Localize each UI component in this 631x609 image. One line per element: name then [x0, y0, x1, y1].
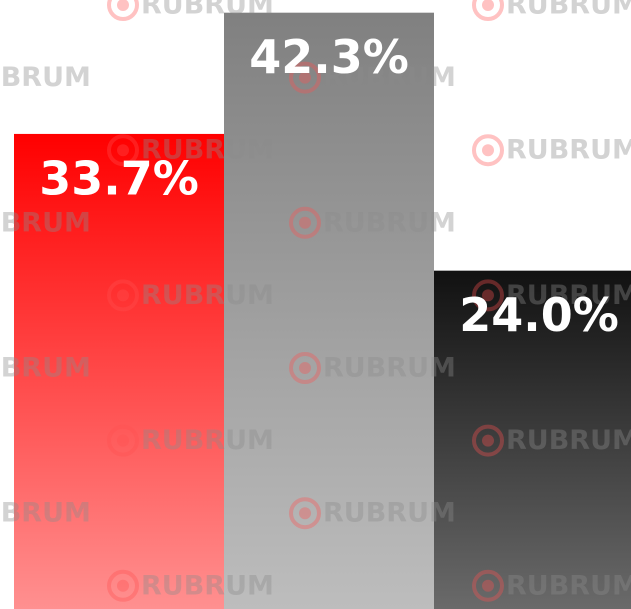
watermark-text: RUBRUM	[141, 570, 274, 601]
bar	[224, 12, 434, 609]
watermark-logo	[107, 569, 139, 602]
bar	[434, 270, 631, 609]
watermark-text: RUBRUM	[506, 280, 631, 311]
watermark-text: RUBRUM	[506, 570, 631, 601]
watermark-logo	[472, 569, 504, 602]
value-label: 42.3%	[249, 30, 409, 84]
watermark-text: RUBRUM	[0, 498, 91, 529]
watermark-logo-dot	[299, 362, 311, 374]
watermark-logo-dot	[117, 579, 129, 592]
watermark-text: RUBRUM	[141, 0, 274, 21]
watermark-logo-dot	[482, 144, 494, 157]
watermark-logo-dot	[117, 0, 129, 11]
watermark-logo	[289, 61, 321, 94]
watermark-logo	[107, 134, 139, 167]
watermark-text: RUBRUM	[0, 62, 91, 93]
watermark-logo-dot	[299, 216, 311, 229]
watermark-logo-dot	[117, 144, 129, 157]
watermark-text: RUBRUM	[506, 425, 631, 456]
watermark-logo	[289, 352, 321, 384]
watermark-logo-dot	[299, 71, 311, 84]
value-label: 24.0%	[459, 288, 619, 342]
bars	[14, 12, 631, 609]
watermark-logo-dot	[117, 289, 129, 302]
watermark-logo	[472, 424, 504, 457]
watermark-text: RUBRUM	[506, 0, 631, 21]
watermark-logo-dot	[299, 507, 311, 520]
watermark-text: RUBRUM	[141, 280, 274, 311]
watermark-logo	[472, 279, 504, 312]
watermark-text: RUBRUM	[506, 135, 631, 166]
watermark-text: RUBRUM	[323, 353, 456, 384]
value-labels: 33.7% 42.3% 24.0%	[39, 30, 619, 342]
watermark-logo	[107, 279, 139, 312]
watermark-logo-dot	[482, 579, 494, 592]
bar	[14, 133, 224, 609]
watermark-text: RUBRUM	[0, 207, 91, 238]
watermark-logo-dot	[482, 434, 494, 447]
watermark-text: RUBRUM	[323, 207, 456, 238]
watermark-text: RUBRUM	[141, 135, 274, 166]
watermark-text: RUBRUM	[323, 498, 456, 529]
watermark-logo-dot	[482, 289, 494, 302]
watermark-logo	[107, 424, 139, 457]
watermark-logo	[107, 0, 139, 21]
watermark-logo-dot	[117, 434, 129, 447]
watermark-text: RUBRUM	[141, 425, 274, 456]
watermark-logo	[289, 497, 321, 530]
watermark-logo-dot	[482, 0, 494, 11]
watermark-logo	[472, 134, 504, 167]
watermark-text: RUBRUM	[0, 353, 91, 384]
watermark-logo	[472, 0, 504, 21]
watermark-logo	[289, 206, 321, 239]
value-label: 33.7%	[39, 151, 199, 205]
watermark-text: RUBRUM	[323, 62, 456, 93]
